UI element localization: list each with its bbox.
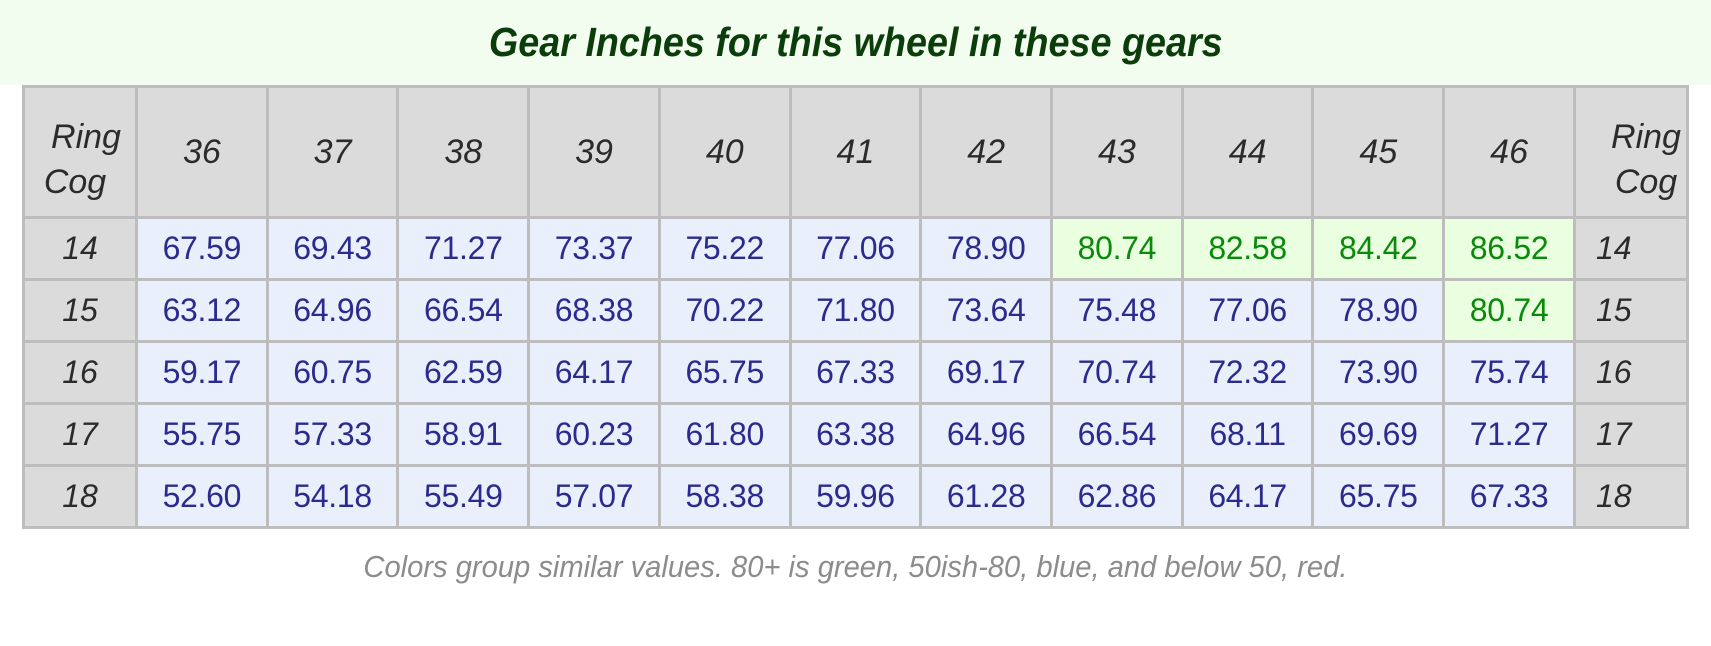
gear-inch-cell: 78.90 (922, 219, 1051, 278)
gear-inch-cell: 65.75 (1314, 467, 1443, 526)
gear-inch-cell: 73.90 (1314, 343, 1443, 402)
corner-header-left: Ring Cog (25, 88, 135, 216)
gear-inch-cell: 73.64 (922, 281, 1051, 340)
color-legend-note: Colors group similar values. 80+ is gree… (363, 549, 1348, 584)
gear-inch-cell: 71.27 (399, 219, 528, 278)
gear-inch-cell: 60.23 (530, 405, 658, 464)
gear-inch-cell: 62.86 (1053, 467, 1181, 526)
gear-inch-cell: 64.17 (1183, 467, 1312, 526)
gear-inch-cell: 61.80 (660, 405, 789, 464)
gear-inch-cell: 71.80 (791, 281, 920, 340)
ring-header-36: 36 (138, 88, 266, 216)
gear-inch-cell: 71.27 (1445, 405, 1573, 464)
gear-inch-cell: 68.38 (530, 281, 658, 340)
footer: Colors group similar values. 80+ is gree… (0, 529, 1711, 585)
gear-inch-cell: 69.69 (1314, 405, 1443, 464)
gear-inches-table: Ring Cog 36 37 38 39 40 41 42 43 44 45 46 Ring Cog… (22, 85, 1689, 529)
table-head: Ring Cog 36 37 38 39 40 41 42 43 44 45 46 Ring Cog (25, 88, 1686, 216)
gear-inch-cell: 58.91 (399, 405, 528, 464)
ring-header-40: 40 (660, 88, 789, 216)
gear-inch-cell: 75.48 (1053, 281, 1181, 340)
title-banner: Gear Inches for this wheel in these gear… (0, 0, 1711, 85)
gear-inch-cell: 82.58 (1183, 219, 1312, 278)
table-row: 16 59.17 60.75 62.59 64.17 65.75 67.33 69.17 70.… (25, 343, 1686, 402)
table-container: Ring Cog 36 37 38 39 40 41 42 43 44 45 46 Ring Cog… (0, 85, 1711, 529)
cog-label-right-14: 14 (1576, 219, 1686, 278)
cog-label-right-15: 15 (1576, 281, 1686, 340)
cog-label-right-16: 16 (1576, 343, 1686, 402)
corner-ring-label-right: Ring (1611, 117, 1681, 156)
gear-inch-cell: 59.96 (791, 467, 920, 526)
ring-header-46: 46 (1445, 88, 1573, 216)
gear-inch-cell: 57.07 (530, 467, 658, 526)
gear-inch-cell: 59.17 (138, 343, 266, 402)
gear-inch-cell: 69.17 (922, 343, 1051, 402)
gear-inch-cell: 75.22 (660, 219, 789, 278)
cog-label-left-14: 14 (25, 219, 135, 278)
ring-header-43: 43 (1053, 88, 1181, 216)
ring-header-41: 41 (791, 88, 920, 216)
table-row: 14 67.59 69.43 71.27 73.37 75.22 77.06 78.90 80.… (25, 219, 1686, 278)
cog-label-left-16: 16 (25, 343, 135, 402)
gear-inch-cell: 64.96 (268, 281, 397, 340)
gear-inch-cell: 64.96 (922, 405, 1051, 464)
gear-inch-cell: 67.33 (1445, 467, 1573, 526)
gear-inch-cell: 73.37 (530, 219, 658, 278)
ring-header-45: 45 (1314, 88, 1443, 216)
ring-header-39: 39 (530, 88, 658, 216)
gear-inch-cell: 62.59 (399, 343, 528, 402)
ring-header-42: 42 (922, 88, 1051, 216)
gear-inch-cell: 67.59 (138, 219, 266, 278)
gear-inch-cell: 70.22 (660, 281, 789, 340)
gear-inch-cell: 75.74 (1445, 343, 1573, 402)
gear-inch-cell: 65.75 (660, 343, 789, 402)
gear-inch-cell: 78.90 (1314, 281, 1443, 340)
gear-inch-cell: 64.17 (530, 343, 658, 402)
gear-inch-cell: 66.54 (1053, 405, 1181, 464)
cog-label-left-18: 18 (25, 467, 135, 526)
gear-inch-cell: 84.42 (1314, 219, 1443, 278)
ring-header-44: 44 (1183, 88, 1312, 216)
gear-inch-cell: 55.75 (138, 405, 266, 464)
cog-label-left-17: 17 (25, 405, 135, 464)
page-title: Gear Inches for this wheel in these gear… (488, 19, 1223, 65)
cog-label-left-15: 15 (25, 281, 135, 340)
cog-label-right-18: 18 (1576, 467, 1686, 526)
ring-header-37: 37 (268, 88, 397, 216)
gear-inch-cell: 54.18 (268, 467, 397, 526)
table-row: 18 52.60 54.18 55.49 57.07 58.38 59.96 61.28 62.… (25, 467, 1686, 526)
header-row: Ring Cog 36 37 38 39 40 41 42 43 44 45 46 Ring Cog (25, 88, 1686, 216)
gear-inch-cell: 55.49 (399, 467, 528, 526)
table-body: 14 67.59 69.43 71.27 73.37 75.22 77.06 78.90 80.… (25, 219, 1686, 526)
gear-inch-cell: 63.38 (791, 405, 920, 464)
table-row: 15 63.12 64.96 66.54 68.38 70.22 71.80 73.64 75.… (25, 281, 1686, 340)
gear-inch-cell: 60.75 (268, 343, 397, 402)
gear-inch-cell: 77.06 (791, 219, 920, 278)
gear-inch-cell: 66.54 (399, 281, 528, 340)
gear-inch-cell: 67.33 (791, 343, 920, 402)
gear-inch-cell: 63.12 (138, 281, 266, 340)
gear-inch-cell: 57.33 (268, 405, 397, 464)
gear-inch-cell: 77.06 (1183, 281, 1312, 340)
corner-header-right: Ring Cog (1576, 88, 1686, 216)
gear-inch-cell: 80.74 (1053, 219, 1181, 278)
gear-inch-cell: 72.32 (1183, 343, 1312, 402)
ring-header-38: 38 (399, 88, 528, 216)
corner-cog-label: Cog (43, 163, 107, 201)
table-row: 17 55.75 57.33 58.91 60.23 61.80 63.38 64.96 66.… (25, 405, 1686, 464)
gear-inch-cell: 86.52 (1445, 219, 1573, 278)
gear-inch-cell: 80.74 (1445, 281, 1573, 340)
gear-inch-cell: 58.38 (660, 467, 789, 526)
gear-inch-cell: 61.28 (922, 467, 1051, 526)
gear-inch-cell: 69.43 (268, 219, 397, 278)
gear-inch-cell: 70.74 (1053, 343, 1181, 402)
corner-cog-label-right: Cog (1614, 163, 1678, 201)
gear-inch-cell: 52.60 (138, 467, 266, 526)
corner-ring-label: Ring (51, 117, 121, 156)
gear-inch-cell: 68.11 (1183, 405, 1312, 464)
cog-label-right-17: 17 (1576, 405, 1686, 464)
